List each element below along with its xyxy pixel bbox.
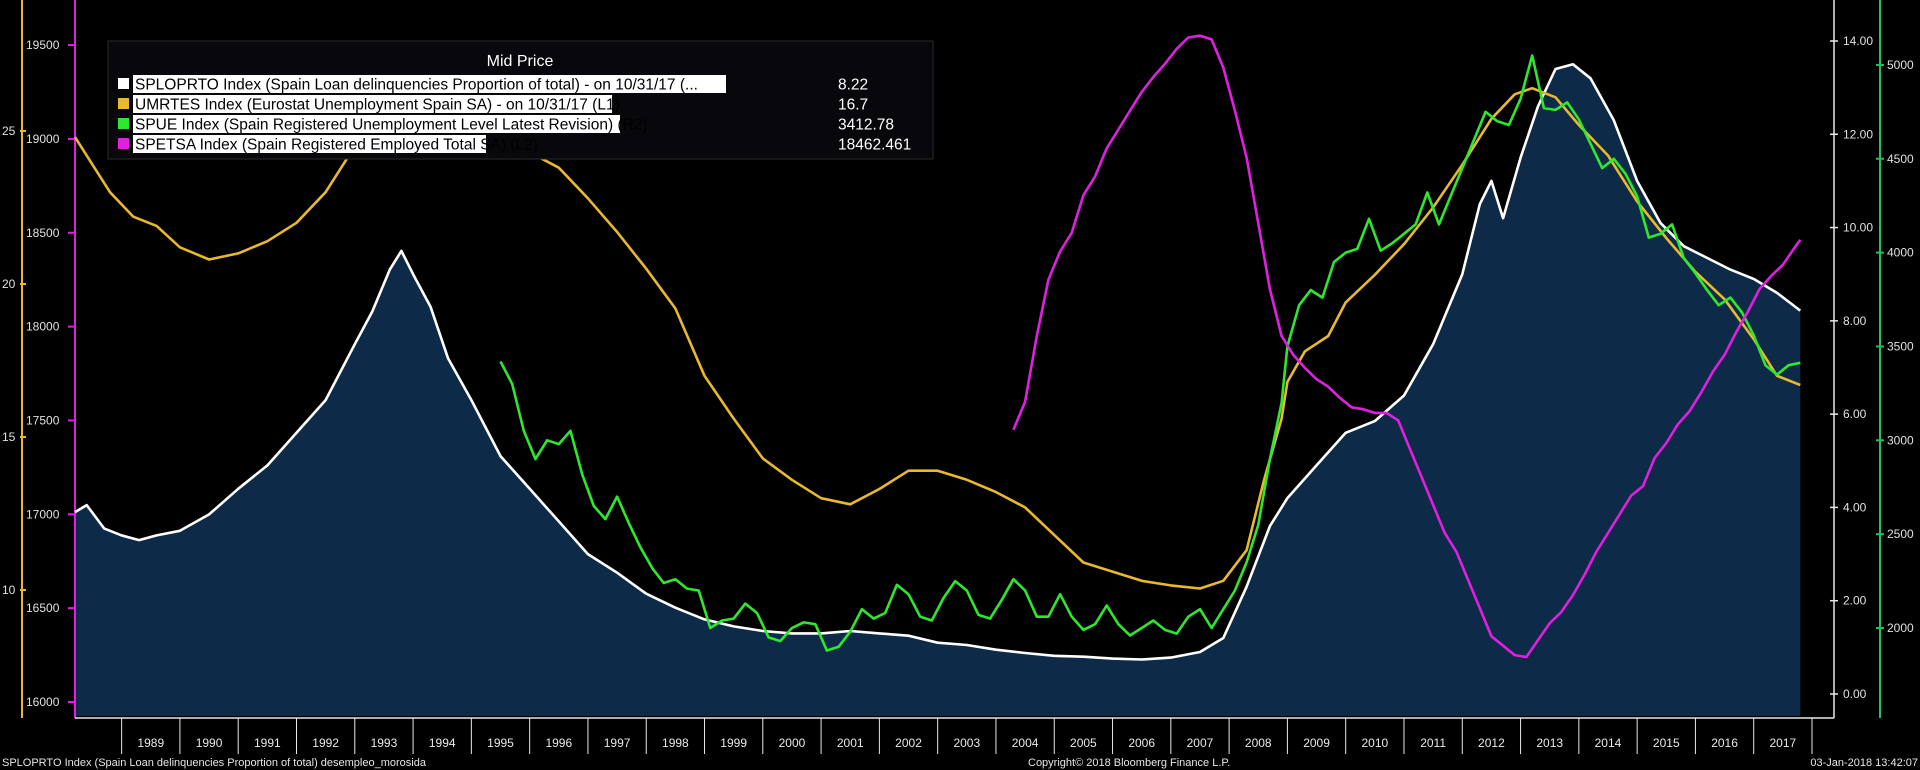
y-tick-label-l1: 25: [2, 124, 16, 138]
legend-name-1: UMRTES Index (Eurostat Unemployment Spai…: [135, 97, 620, 114]
y-tick-label-r2: 2500: [1887, 527, 1914, 541]
legend-value-3: 18462.461: [838, 137, 911, 154]
y-tick-label-l2: 16000: [26, 695, 60, 709]
area-layer: [75, 64, 1801, 717]
y-tick-label-l1: 10: [2, 583, 16, 597]
legend-name-2: SPUE Index (Spain Registered Unemploymen…: [135, 117, 648, 134]
legend-name-bg-3: [133, 135, 486, 153]
x-tick-label: 2015: [1653, 736, 1680, 750]
legend-name-0: SPLOPRTO Index (Spain Loan delinquencies…: [135, 77, 698, 94]
y-tick-label-r1: 8.00: [1843, 314, 1867, 328]
series-line-2: [499, 54, 1801, 652]
series-area-0: [75, 64, 1801, 717]
y-tick-label-r1: 2.00: [1843, 594, 1867, 608]
footer-left: SPLOPRTO Index (Spain Loan delinquencies…: [2, 757, 427, 769]
x-tick-label: 1990: [196, 736, 223, 750]
x-tick-label: 2008: [1245, 736, 1272, 750]
series-line-3: [1012, 34, 1802, 659]
x-tick-label: 1998: [662, 736, 689, 750]
x-tick-label: 2006: [1128, 736, 1155, 750]
x-tick-label: 2013: [1536, 736, 1563, 750]
y-tick-label-l2: 16500: [26, 601, 60, 615]
y-tick-label-l2: 18500: [26, 226, 60, 240]
x-tick-label: 1994: [429, 736, 456, 750]
legend-name-bg-0: [133, 75, 726, 93]
y-tick-label-r2: 3000: [1887, 433, 1914, 447]
legend-swatch-2: [118, 118, 129, 129]
legend-name-3: SPETSA Index (Spain Registered Employed …: [135, 137, 538, 154]
x-tick-label: 1995: [487, 736, 514, 750]
legend-swatch-1: [118, 98, 129, 109]
legend-title: Mid Price: [487, 53, 554, 70]
y-tick-label-r2: 3500: [1887, 339, 1914, 353]
x-tick-label: 2007: [1187, 736, 1214, 750]
x-tick-label: 2011: [1420, 736, 1446, 750]
x-tick-label: 1996: [545, 736, 572, 750]
y-tick-label-r1: 10.00: [1843, 221, 1873, 235]
y-tick-label-r2: 4500: [1887, 152, 1914, 166]
x-tick-label: 2010: [1361, 736, 1388, 750]
footer: SPLOPRTO Index (Spain Loan delinquencies…: [2, 757, 1918, 769]
x-tick-label: 1999: [720, 736, 747, 750]
y-tick-label-r2: 4000: [1887, 246, 1914, 260]
y-tick-label-r1: 4.00: [1843, 500, 1867, 514]
x-tick-label: 2002: [895, 736, 922, 750]
y-tick-label-r1: 12.00: [1843, 127, 1873, 141]
y-tick-label-l2: 19000: [26, 132, 60, 146]
x-tick-label: 1993: [371, 736, 398, 750]
axes-layer: 10 15 20 25 16000 16500 17000 17500 18000 18500 19…: [2, 0, 1914, 754]
y-tick-label-l2: 18000: [26, 320, 60, 334]
y-tick-label-r2: 2000: [1887, 621, 1914, 635]
footer-right: 03-Jan-2018 13:42:07: [1810, 757, 1918, 769]
x-tick-label: 2003: [953, 736, 980, 750]
x-tick-label: 2014: [1595, 736, 1622, 750]
x-tick-label: 2005: [1070, 736, 1097, 750]
y-tick-label-r1: 0.00: [1843, 687, 1867, 701]
y-tick-label-r1: 14.00: [1843, 34, 1873, 48]
legend-value-2: 3412.78: [838, 117, 894, 134]
x-tick-label: 2016: [1711, 736, 1738, 750]
y-tick-label-r2: 5000: [1887, 58, 1914, 72]
legend-value-1: 16.7: [838, 97, 868, 114]
x-tick-label: 1991: [254, 736, 281, 750]
x-tick-label: 2001: [837, 736, 864, 750]
x-tick-label: 1989: [137, 736, 164, 750]
legend: Mid Price SPLOPRTO Index (Spain Loan deli…: [107, 40, 934, 160]
y-tick-label-r1: 6.00: [1843, 407, 1867, 421]
legend-swatch-3: [118, 138, 129, 149]
legend-name-bg-2: [133, 115, 620, 133]
y-tick-label-l2: 17500: [26, 413, 60, 427]
legend-name-bg-1: [133, 95, 612, 113]
y-tick-label-l1: 20: [2, 277, 16, 291]
x-tick-label: 1992: [312, 736, 339, 750]
legend-value-0: 8.22: [838, 77, 868, 94]
x-tick-label: 2009: [1303, 736, 1330, 750]
x-tick-label: 2004: [1012, 736, 1039, 750]
y-tick-label-l2: 19500: [26, 38, 60, 52]
footer-center: Copyright© 2018 Bloomberg Finance L.P.: [1028, 757, 1230, 769]
x-tick-label: 2017: [1770, 736, 1797, 750]
legend-swatch-0: [118, 78, 129, 89]
x-tick-label: 1997: [604, 736, 631, 750]
x-tick-label: 2012: [1478, 736, 1505, 750]
y-tick-label-l2: 17000: [26, 507, 60, 521]
x-tick-label: 2000: [779, 736, 806, 750]
y-tick-label-l1: 15: [2, 430, 16, 444]
